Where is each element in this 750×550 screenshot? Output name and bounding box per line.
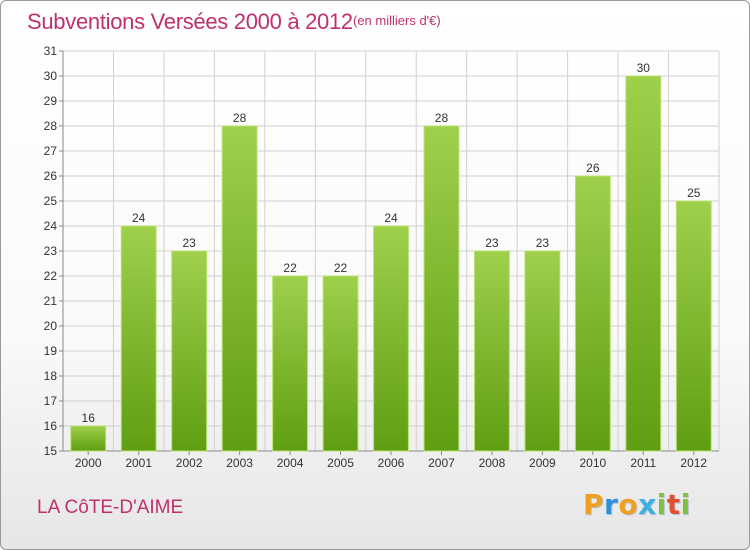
y-tick-label: 15: [44, 444, 58, 458]
x-tick-label: 2001: [125, 456, 152, 470]
data-label: 23: [182, 236, 196, 250]
bar: [524, 250, 561, 452]
bar: [272, 275, 308, 452]
y-tick-label: 21: [44, 294, 58, 308]
y-tick-label: 30: [44, 69, 58, 83]
y-tick-label: 29: [44, 94, 58, 108]
x-tick-label: 2005: [327, 456, 354, 470]
bar: [574, 175, 611, 452]
data-label: 22: [283, 261, 297, 275]
bar: [221, 125, 258, 452]
y-tick-label: 28: [44, 119, 58, 133]
y-tick-label: 22: [44, 269, 58, 283]
data-label: 22: [334, 261, 348, 275]
data-label: 28: [233, 111, 247, 125]
logo-letter: P: [583, 488, 605, 521]
x-tick-label: 2000: [75, 456, 102, 470]
labels: 16 24 23 28 22 22 24 28 23 23 26 30 25: [82, 61, 701, 425]
data-label: 23: [485, 236, 499, 250]
x-tick-label: 2008: [479, 456, 506, 470]
y-tick-label: 27: [44, 144, 58, 158]
bar: [474, 250, 510, 452]
x-tick-label: 2002: [176, 456, 203, 470]
bar: [423, 125, 460, 452]
y-tick-label: 23: [44, 244, 58, 258]
chart-title: Subventions Versées 2000 à 2012: [27, 9, 353, 34]
x-tick-label: 2004: [277, 456, 304, 470]
bar: [322, 275, 359, 452]
y-tick-label: 17: [44, 394, 58, 408]
bar: [70, 425, 107, 452]
chart-subtitle: (en milliers d'€): [353, 13, 441, 28]
y-tick-label: 24: [44, 219, 58, 233]
bar: [675, 200, 712, 452]
logo-letter: x: [638, 488, 657, 521]
logo-letter: t: [666, 488, 681, 521]
x-tick-label: 2006: [378, 456, 405, 470]
y-tick-label: 19: [44, 344, 58, 358]
bar: [373, 225, 409, 452]
bar: [120, 225, 157, 452]
data-label: 25: [687, 186, 701, 200]
logo-letter: o: [618, 488, 639, 521]
y-tick-label: 31: [44, 44, 58, 58]
y-tick-label: 16: [44, 419, 58, 433]
data-label: 24: [132, 211, 146, 225]
logo-letter: r: [604, 488, 619, 521]
y-tick-label: 26: [44, 169, 58, 183]
bar: [625, 75, 662, 452]
bars: [70, 75, 712, 452]
y-tick-label: 18: [44, 369, 58, 383]
x-tick-label: 2007: [428, 456, 455, 470]
logo-letter: i: [656, 488, 667, 521]
data-label: 28: [435, 111, 449, 125]
y-tick-label: 25: [44, 194, 58, 208]
data-label: 30: [637, 61, 651, 75]
y-tick-label: 20: [44, 319, 58, 333]
x-tick-label: 2011: [630, 456, 656, 470]
data-label: 26: [586, 161, 600, 175]
x-tick-label: 2009: [529, 456, 556, 470]
bar: [171, 250, 208, 452]
x-tick-label: 2010: [579, 456, 606, 470]
commune-name: LA CôTE-D'AIME: [37, 497, 184, 518]
x-tick-label: 2012: [680, 456, 707, 470]
data-label: 24: [384, 211, 398, 225]
x-tick-label: 2003: [226, 456, 253, 470]
proxiti-logo[interactable]: Proxiti: [583, 488, 691, 521]
logo-letter: i: [680, 488, 691, 521]
data-label: 16: [82, 411, 96, 425]
data-label: 23: [536, 236, 550, 250]
